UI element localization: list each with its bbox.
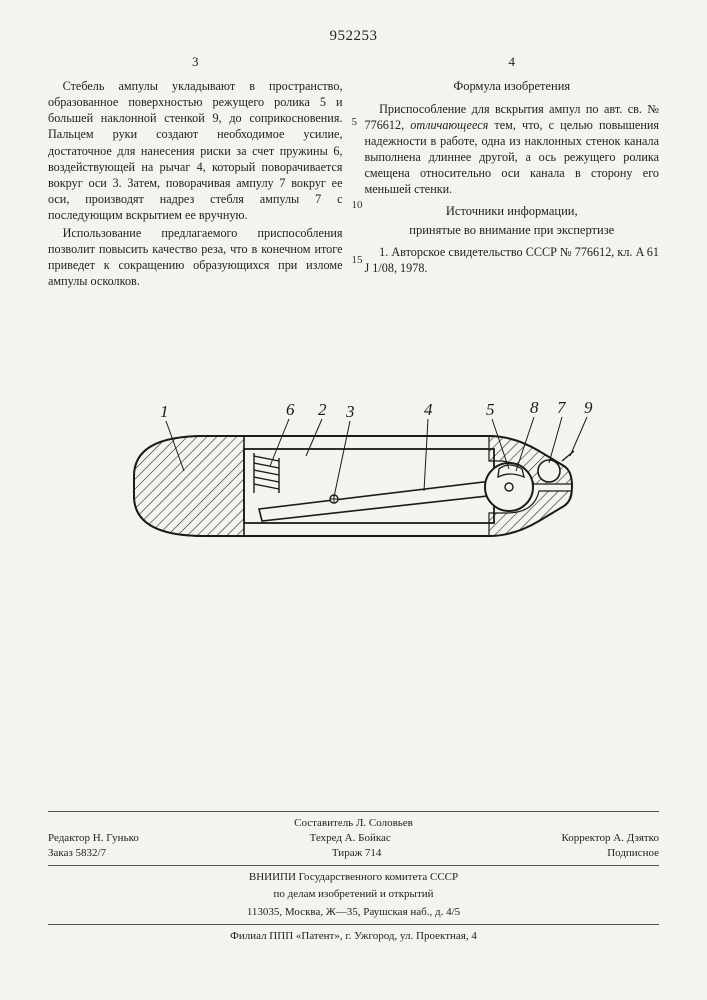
imprint-footer: Составитель Л. Соловьев Редактор Н. Гунь… (48, 807, 659, 944)
tirazh-number: Тираж 714 (332, 846, 382, 861)
label-2: 2 (318, 400, 327, 419)
claims-heading: Формула изобретения (365, 78, 660, 95)
line-number-5: 5 (352, 115, 358, 130)
label-4: 4 (424, 400, 433, 419)
label-5: 5 (486, 400, 495, 419)
claim-distinguish: отличающееся (410, 118, 488, 132)
editor-name: Редактор Н. Гунько (48, 831, 139, 846)
label-3: 3 (345, 402, 355, 421)
ampule-7 (538, 460, 560, 482)
text-columns: 3 Стебель ампулы укладывают в пространст… (48, 53, 659, 291)
label-1: 1 (160, 402, 169, 421)
left-paragraph-2: Использование предлагаемого приспособлен… (48, 225, 343, 289)
hatched-body-left (134, 436, 244, 536)
line-number-10: 10 (352, 198, 363, 213)
right-column: 4 Формула изобретения 5 Приспособление д… (365, 53, 660, 291)
label-7: 7 (557, 398, 567, 417)
patent-figure: 1 6 2 3 4 5 8 7 9 (48, 381, 659, 591)
spring-6 (254, 453, 279, 493)
tech-editor: Техред А. Бойкас (310, 831, 391, 846)
roller-5-axis (505, 483, 513, 491)
figure-labels: 1 6 2 3 4 5 8 7 9 (160, 398, 593, 421)
left-column: 3 Стебель ампулы укладывают в пространст… (48, 53, 343, 291)
label-6: 6 (286, 400, 295, 419)
wall-9 (562, 451, 574, 461)
column-page-number-left: 3 (48, 53, 343, 70)
sources-heading-2: принятые во внимание при экспертизе (365, 222, 660, 239)
order-number: Заказ 5832/7 (48, 846, 106, 861)
source-reference: 1. Авторское свидетельство СССР № 776612… (365, 244, 660, 276)
sources-heading-1: Источники информации, (365, 203, 660, 220)
lever-4 (259, 481, 496, 521)
patent-number: 952253 (48, 28, 659, 45)
left-paragraph-1: Стебель ампулы укладывают в пространство… (48, 78, 343, 223)
address-2: Филиал ППП «Патент», г. Ужгород, ул. Про… (48, 929, 659, 944)
page-body: 952253 3 Стебель ампулы укладывают в про… (0, 0, 707, 591)
org-line-1: ВНИИПИ Государственного комитета СССР (48, 870, 659, 885)
figure-svg: 1 6 2 3 4 5 8 7 9 (94, 381, 614, 591)
subscription: Подписное (607, 846, 659, 861)
address-1: 113035, Москва, Ж—35, Раушская наб., д. … (48, 905, 659, 920)
label-8: 8 (530, 398, 539, 417)
claim-text: Приспособление для вскрытия ампул по авт… (365, 101, 660, 198)
label-9: 9 (584, 398, 593, 417)
corrector-name: Корректор А. Дзятко (561, 831, 659, 846)
compiler-line: Составитель Л. Соловьев (48, 816, 659, 831)
org-line-2: по делам изобретений и открытий (48, 887, 659, 902)
line-number-15: 15 (352, 253, 363, 268)
column-page-number-right: 4 (365, 53, 660, 70)
